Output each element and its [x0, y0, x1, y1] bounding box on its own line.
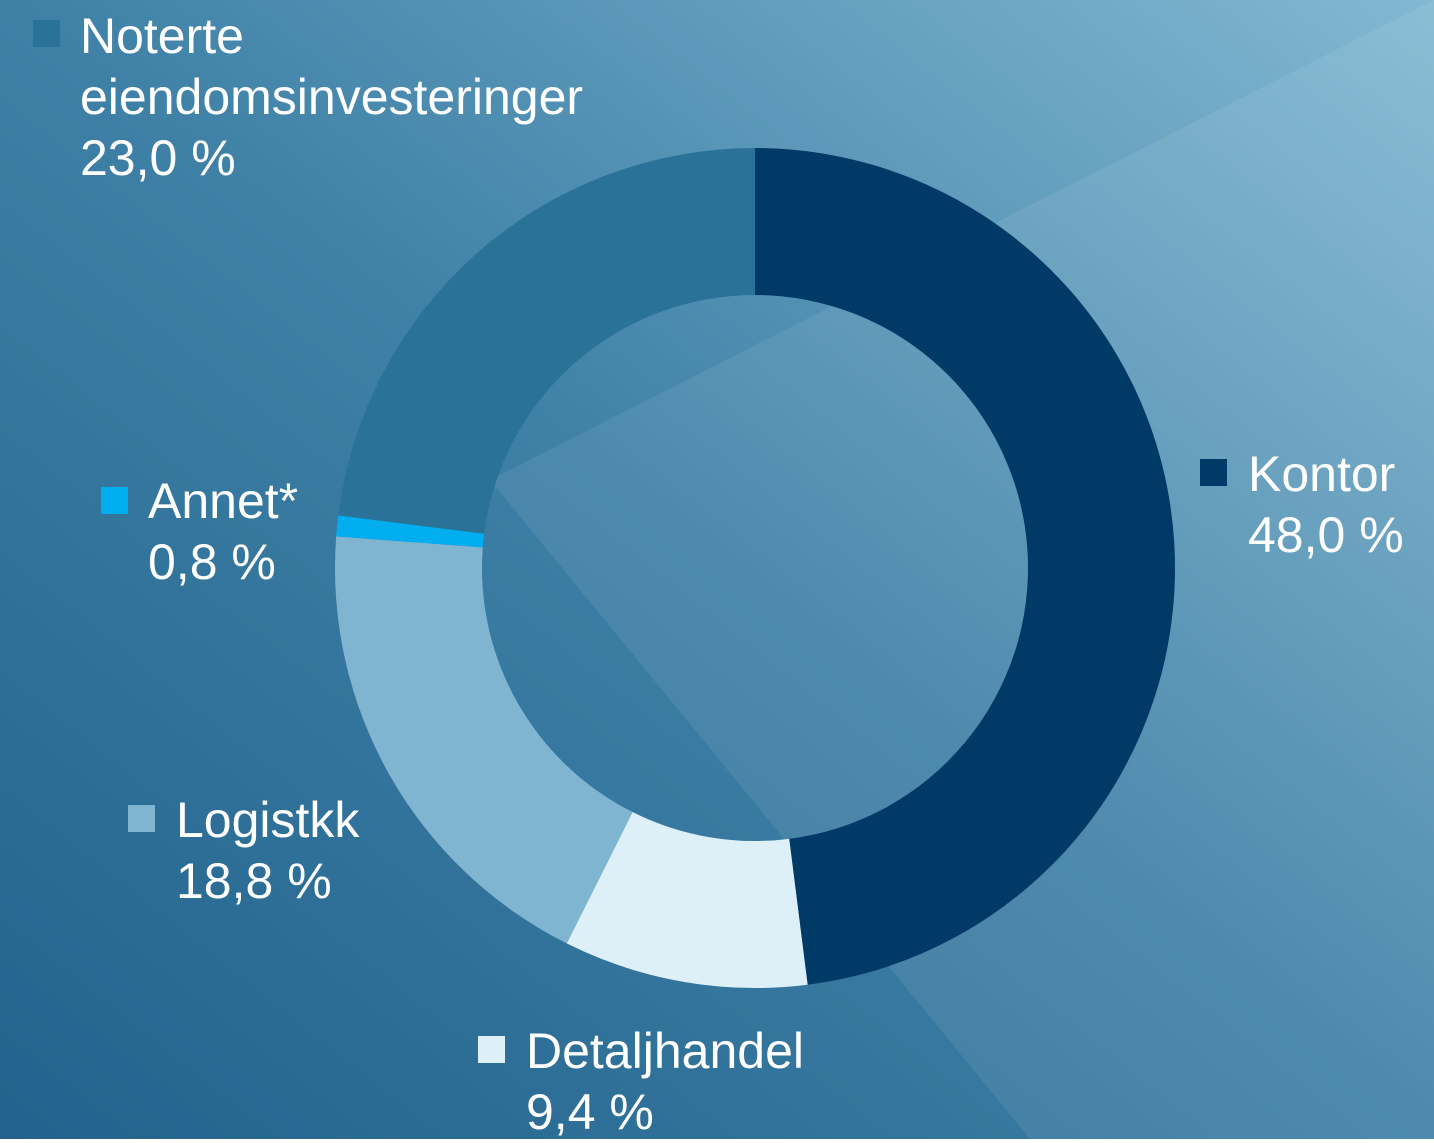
value-label: 0,8 %: [148, 534, 276, 590]
legend-label: Annet* 0,8 %: [148, 471, 398, 593]
legend-label: Kontor 48,0 %: [1248, 444, 1434, 566]
category-name: Kontor: [1248, 446, 1396, 502]
legend-swatch: [478, 1036, 505, 1063]
value-label: 48,0 %: [1248, 507, 1404, 563]
legend-swatch: [101, 487, 128, 514]
background-band: [490, 0, 1434, 1139]
category-name: Noterte eiendomsinvesteringer: [80, 8, 584, 125]
legend-label: Detaljhandel 9,4 %: [526, 1021, 926, 1143]
donut-slice: [338, 148, 755, 534]
donut-slice: [336, 515, 485, 548]
category-name: Logistkk: [176, 792, 360, 848]
donut-slice: [755, 148, 1176, 985]
value-label: 9,4 %: [526, 1084, 654, 1140]
legend-swatch: [1200, 459, 1227, 486]
legend-label: Noterte eiendomsinvesteringer 23,0 %: [80, 6, 640, 189]
legend-swatch: [128, 805, 155, 832]
category-name: Detaljhandel: [526, 1023, 804, 1079]
category-name: Annet*: [148, 473, 299, 529]
legend-label: Logistkk 18,8 %: [176, 790, 476, 912]
legend-swatch: [33, 20, 60, 47]
donut-slice: [566, 812, 808, 989]
value-label: 18,8 %: [176, 853, 332, 909]
donut-slice: [334, 536, 633, 944]
value-label: 23,0 %: [80, 130, 236, 186]
